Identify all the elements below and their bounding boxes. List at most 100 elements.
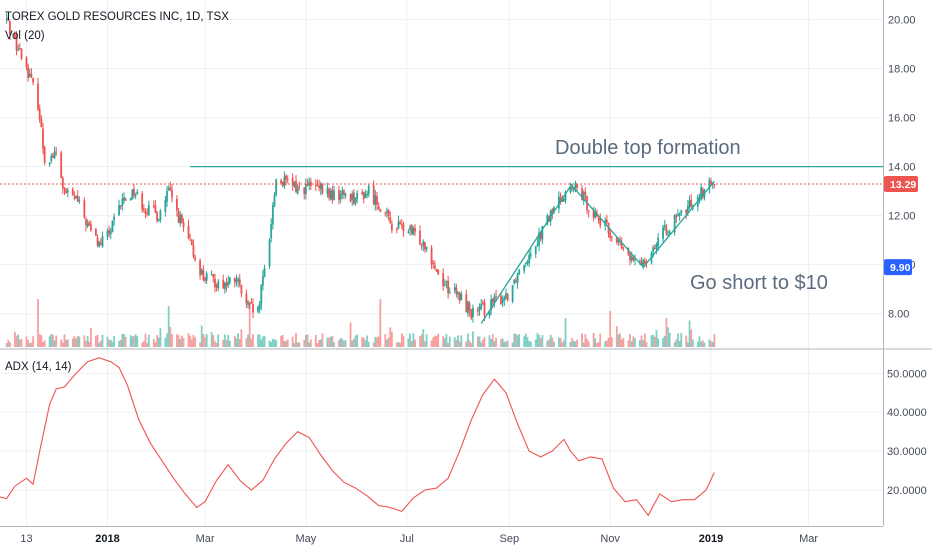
candle-body[interactable] <box>470 309 473 318</box>
candle-body[interactable] <box>584 191 587 195</box>
candle-body[interactable] <box>321 183 324 194</box>
candle-body[interactable] <box>27 67 30 78</box>
candle-body[interactable] <box>194 257 197 260</box>
candle-body[interactable] <box>465 294 468 312</box>
candle-body[interactable] <box>564 191 567 201</box>
candle-body[interactable] <box>713 184 716 186</box>
candle-body[interactable] <box>124 198 127 201</box>
candle-body[interactable] <box>179 214 182 224</box>
candle-body[interactable] <box>329 190 332 200</box>
candle-body[interactable] <box>571 186 574 189</box>
candle-body[interactable] <box>505 293 507 299</box>
candle-body[interactable] <box>71 189 74 196</box>
candle-body[interactable] <box>437 269 440 275</box>
candle-body[interactable] <box>453 287 456 291</box>
candle-body[interactable] <box>223 282 226 290</box>
candle-body[interactable] <box>620 242 623 249</box>
candle-body[interactable] <box>480 303 483 309</box>
candle-body[interactable] <box>75 195 77 199</box>
candle-body[interactable] <box>491 299 494 303</box>
candle-body[interactable] <box>377 206 380 210</box>
candle-body[interactable] <box>38 108 41 120</box>
candle-body[interactable] <box>210 274 213 276</box>
candle-body[interactable] <box>483 302 486 316</box>
candle-body[interactable] <box>364 193 367 198</box>
candle-body[interactable] <box>639 260 641 262</box>
candle-body[interactable] <box>445 281 448 284</box>
candle-body[interactable] <box>65 188 68 194</box>
candle-body[interactable] <box>442 273 445 287</box>
candle-body[interactable] <box>285 175 287 180</box>
candle-body[interactable] <box>652 247 655 252</box>
candle-body[interactable] <box>349 194 352 202</box>
candle-body[interactable] <box>204 278 206 281</box>
candle-body[interactable] <box>240 284 243 294</box>
candle-body[interactable] <box>314 184 317 187</box>
candle-body[interactable] <box>387 210 390 216</box>
candle-body[interactable] <box>225 282 228 287</box>
candle-body[interactable] <box>680 210 683 214</box>
candle-body[interactable] <box>538 232 540 246</box>
candle-body[interactable] <box>668 231 671 234</box>
candle-body[interactable] <box>662 227 664 239</box>
candle-body[interactable] <box>319 183 322 190</box>
candle-body[interactable] <box>101 235 104 247</box>
candle-body[interactable] <box>43 147 46 163</box>
candle-body[interactable] <box>341 190 344 195</box>
candle-body[interactable] <box>493 296 496 302</box>
candle-body[interactable] <box>455 287 458 294</box>
candle-body[interactable] <box>457 291 459 295</box>
candle-body[interactable] <box>306 184 309 187</box>
candle-body[interactable] <box>640 261 643 266</box>
candle-body[interactable] <box>481 302 484 304</box>
candle-body[interactable] <box>61 177 64 189</box>
candle-body[interactable] <box>113 216 115 221</box>
candle-body[interactable] <box>245 293 248 304</box>
candle-body[interactable] <box>247 302 249 305</box>
candle-body[interactable] <box>339 193 342 200</box>
candle-body[interactable] <box>189 239 192 241</box>
candle-body[interactable] <box>627 247 630 255</box>
candle-body[interactable] <box>40 118 43 127</box>
candle-body[interactable] <box>678 213 681 216</box>
candle-body[interactable] <box>599 218 602 226</box>
candle-body[interactable] <box>192 245 195 257</box>
candle-body[interactable] <box>536 244 539 246</box>
candle-body[interactable] <box>136 191 139 195</box>
candle-body[interactable] <box>283 176 286 187</box>
candle-body[interactable] <box>252 303 254 313</box>
candle-body[interactable] <box>305 183 307 195</box>
candle-body[interactable] <box>180 214 183 223</box>
candle-body[interactable] <box>386 210 388 213</box>
candle-body[interactable] <box>123 197 125 201</box>
candle-body[interactable] <box>144 211 147 214</box>
candle-body[interactable] <box>582 192 585 202</box>
candle-body[interactable] <box>541 226 544 240</box>
adx-legend[interactable]: ADX (14, 14) <box>5 361 72 373</box>
candle-body[interactable] <box>685 210 688 214</box>
candle-body[interactable] <box>390 224 393 231</box>
candle-body[interactable] <box>433 265 436 269</box>
candle-body[interactable] <box>50 155 53 162</box>
candle-body[interactable] <box>268 239 271 267</box>
candle-body[interactable] <box>513 279 516 284</box>
candle-body[interactable] <box>111 220 114 232</box>
candle-body[interactable] <box>248 303 251 305</box>
candle-body[interactable] <box>420 245 423 247</box>
adx-line[interactable] <box>0 357 715 517</box>
candle-body[interactable] <box>506 294 509 301</box>
candle-body[interactable] <box>399 222 402 225</box>
candle-body[interactable] <box>83 200 86 218</box>
candle-body[interactable] <box>200 269 203 274</box>
candle-body[interactable] <box>280 180 283 183</box>
candle-body[interactable] <box>412 227 415 235</box>
candle-body[interactable] <box>76 195 79 202</box>
candle-body[interactable] <box>673 215 676 233</box>
double-top-annotation[interactable]: Double top formation <box>555 137 741 159</box>
candle-body[interactable] <box>5 18 8 20</box>
volume-legend[interactable]: Vol (20) <box>5 30 45 42</box>
candle-body[interactable] <box>303 187 306 194</box>
candle-body[interactable] <box>655 244 658 250</box>
candle-body[interactable] <box>217 281 220 289</box>
